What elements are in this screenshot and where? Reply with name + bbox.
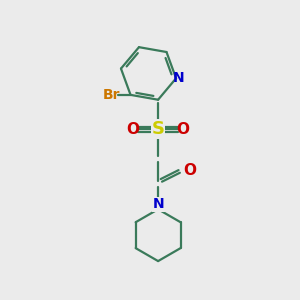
Text: O: O [183, 163, 196, 178]
Text: S: S [152, 120, 165, 138]
Text: O: O [127, 122, 140, 137]
Text: Br: Br [103, 88, 120, 102]
Text: N: N [152, 197, 164, 211]
Text: O: O [177, 122, 190, 137]
Text: N: N [172, 71, 184, 85]
